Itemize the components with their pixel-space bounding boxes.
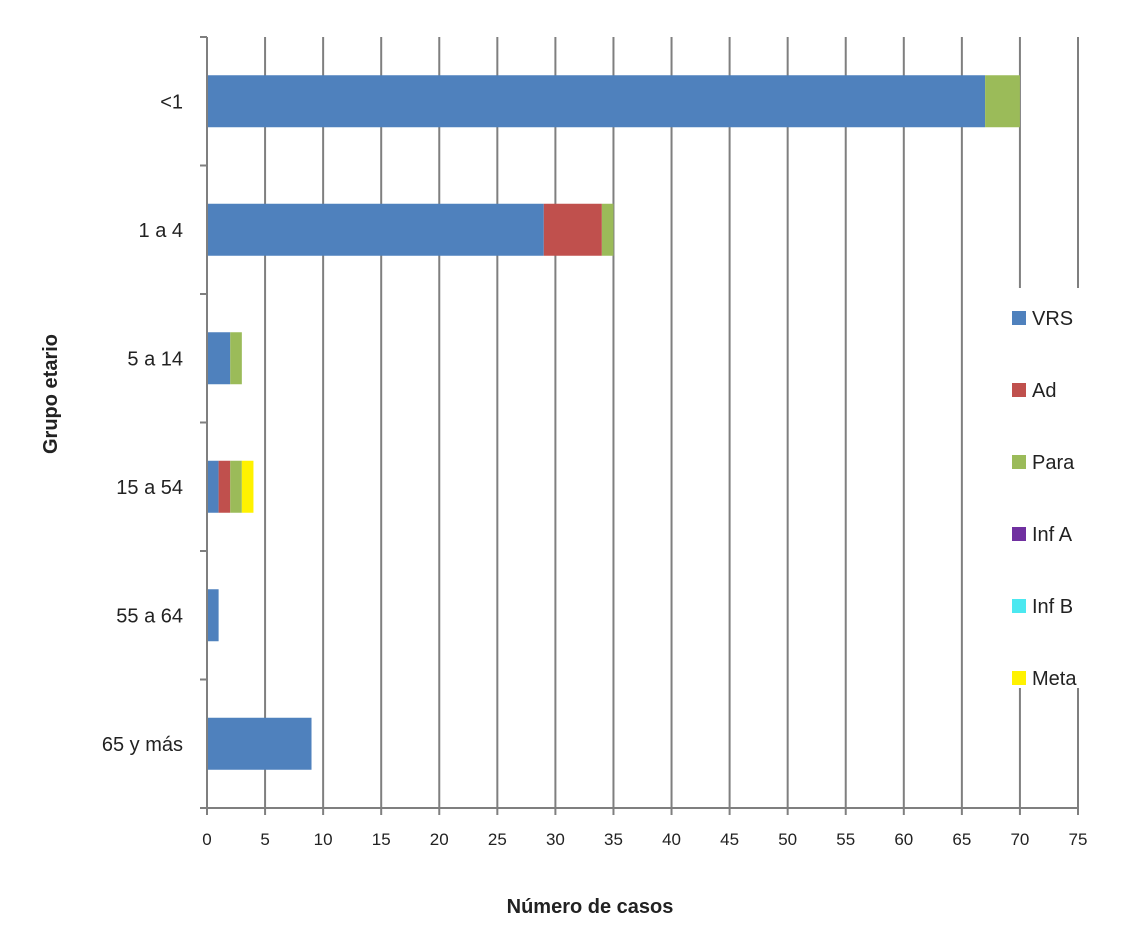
legend-label: Inf B [1032, 596, 1073, 618]
legend-label: Meta [1032, 668, 1077, 690]
x-tick-label: 10 [314, 830, 333, 849]
x-tick-label: 40 [662, 830, 681, 849]
legend-swatch-ad [1012, 383, 1026, 397]
x-tick-label: 0 [202, 830, 211, 849]
x-tick-label: 55 [836, 830, 855, 849]
x-tick-label: 20 [430, 830, 449, 849]
legend-swatch-meta [1012, 671, 1026, 685]
bar-vrs [207, 589, 219, 642]
bar-ad [218, 460, 231, 513]
y-tick-label: 1 a 4 [139, 220, 183, 242]
bar-ad [543, 203, 602, 256]
bar-para [230, 332, 242, 385]
x-tick-label: 75 [1069, 830, 1088, 849]
y-axis-label: Grupo etario [40, 334, 62, 454]
x-axis-label: Número de casos [507, 896, 674, 918]
x-tick-label: 70 [1010, 830, 1029, 849]
bar-vrs [207, 460, 219, 513]
legend-label: Inf A [1032, 524, 1073, 546]
y-tick-label: 55 a 64 [116, 605, 183, 627]
x-tick-label: 50 [778, 830, 797, 849]
y-tick-label: <1 [160, 91, 183, 113]
legend-swatch-inf-a [1012, 527, 1026, 541]
bar-meta [241, 460, 254, 513]
x-tick-label: 65 [952, 830, 971, 849]
x-tick-label: 5 [260, 830, 269, 849]
x-tick-label: 45 [720, 830, 739, 849]
y-tick-label: 5 a 14 [127, 348, 183, 370]
legend-swatch-para [1012, 455, 1026, 469]
bar-vrs [207, 332, 231, 385]
x-tick-label: 30 [546, 830, 565, 849]
bar-para [230, 460, 242, 513]
x-tick-label: 35 [604, 830, 623, 849]
x-tick-label: 15 [372, 830, 391, 849]
bar-vrs [207, 717, 312, 770]
legend-label: VRS [1032, 308, 1073, 330]
y-tick-label: 15 a 54 [116, 477, 183, 499]
bar-para [985, 75, 1020, 128]
y-tick-label: 65 y más [102, 734, 183, 756]
legend-swatch-vrs [1012, 311, 1026, 325]
legend-label: Ad [1032, 380, 1056, 402]
x-tick-label: 25 [488, 830, 507, 849]
bar-vrs [207, 75, 986, 128]
bar-para [601, 203, 614, 256]
legend-swatch-inf-b [1012, 599, 1026, 613]
bar-vrs [207, 203, 544, 256]
legend-label: Para [1032, 452, 1075, 474]
x-tick-label: 60 [894, 830, 913, 849]
